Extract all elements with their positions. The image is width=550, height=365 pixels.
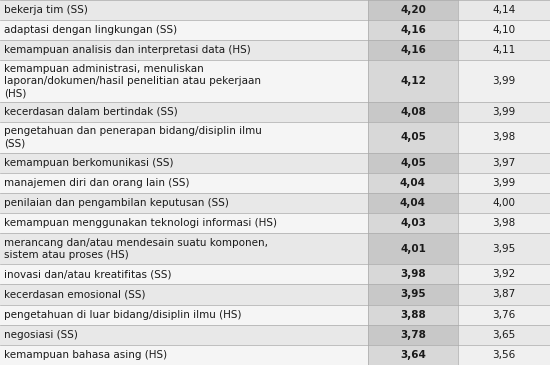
Bar	[458, 0, 550, 20]
Bar	[0, 40, 368, 61]
Bar	[458, 264, 550, 284]
Text: 3,97: 3,97	[492, 158, 516, 168]
Text: penilaian dan pengambilan keputusan (SS): penilaian dan pengambilan keputusan (SS)	[4, 198, 229, 208]
Bar	[0, 325, 368, 345]
Bar	[0, 122, 368, 153]
Text: inovasi dan/atau kreatifitas (SS): inovasi dan/atau kreatifitas (SS)	[4, 269, 172, 279]
Bar	[368, 325, 458, 345]
Text: 4,11: 4,11	[492, 45, 516, 55]
Text: 4,14: 4,14	[492, 5, 516, 15]
Text: 3,56: 3,56	[492, 350, 516, 360]
Bar	[368, 40, 458, 61]
Bar	[0, 345, 368, 365]
Text: 4,16: 4,16	[400, 45, 426, 55]
Bar	[458, 61, 550, 102]
Bar	[368, 193, 458, 213]
Text: 3,98: 3,98	[492, 218, 516, 228]
Text: 4,04: 4,04	[400, 198, 426, 208]
Text: negosiasi (SS): negosiasi (SS)	[4, 330, 78, 340]
Text: kemampuan administrasi, menuliskan
laporan/dokumen/hasil penelitian atau pekerja: kemampuan administrasi, menuliskan lapor…	[4, 64, 261, 98]
Text: 3,99: 3,99	[492, 178, 516, 188]
Bar	[0, 234, 368, 264]
Text: kemampuan analisis dan interpretasi data (HS): kemampuan analisis dan interpretasi data…	[4, 45, 251, 55]
Text: kecerdasan emosional (SS): kecerdasan emosional (SS)	[4, 289, 146, 299]
Text: kemampuan berkomunikasi (SS): kemampuan berkomunikasi (SS)	[4, 158, 173, 168]
Text: 3,95: 3,95	[400, 289, 426, 299]
Bar	[458, 102, 550, 122]
Bar	[368, 234, 458, 264]
Bar	[0, 193, 368, 213]
Bar	[368, 304, 458, 325]
Text: 4,03: 4,03	[400, 218, 426, 228]
Text: 4,00: 4,00	[492, 198, 515, 208]
Text: kemampuan bahasa asing (HS): kemampuan bahasa asing (HS)	[4, 350, 167, 360]
Text: 4,16: 4,16	[400, 25, 426, 35]
Text: kemampuan menggunakan teknologi informasi (HS): kemampuan menggunakan teknologi informas…	[4, 218, 277, 228]
Bar	[458, 193, 550, 213]
Bar	[458, 325, 550, 345]
Text: pengetahuan dan penerapan bidang/disiplin ilmu
(SS): pengetahuan dan penerapan bidang/disipli…	[4, 126, 262, 149]
Text: 4,20: 4,20	[400, 5, 426, 15]
Bar	[368, 122, 458, 153]
Bar	[368, 284, 458, 304]
Text: 3,99: 3,99	[492, 76, 516, 86]
Bar	[458, 173, 550, 193]
Text: 4,05: 4,05	[400, 158, 426, 168]
Bar	[458, 20, 550, 40]
Bar	[368, 213, 458, 234]
Bar	[0, 264, 368, 284]
Text: merancang dan/atau mendesain suatu komponen,
sistem atau proses (HS): merancang dan/atau mendesain suatu kompo…	[4, 238, 268, 260]
Text: 3,65: 3,65	[492, 330, 516, 340]
Text: 4,08: 4,08	[400, 107, 426, 117]
Bar	[368, 264, 458, 284]
Text: 3,78: 3,78	[400, 330, 426, 340]
Bar	[458, 153, 550, 173]
Bar	[368, 102, 458, 122]
Bar	[368, 345, 458, 365]
Bar	[0, 20, 368, 40]
Bar	[0, 102, 368, 122]
Text: 3,95: 3,95	[492, 244, 516, 254]
Text: pengetahuan di luar bidang/disiplin ilmu (HS): pengetahuan di luar bidang/disiplin ilmu…	[4, 310, 241, 320]
Text: 4,01: 4,01	[400, 244, 426, 254]
Bar	[368, 153, 458, 173]
Bar	[458, 284, 550, 304]
Text: 3,64: 3,64	[400, 350, 426, 360]
Bar	[368, 20, 458, 40]
Bar	[458, 234, 550, 264]
Text: 4,10: 4,10	[492, 25, 515, 35]
Text: 3,76: 3,76	[492, 310, 516, 320]
Text: 4,05: 4,05	[400, 132, 426, 142]
Text: manajemen diri dan orang lain (SS): manajemen diri dan orang lain (SS)	[4, 178, 190, 188]
Text: 4,04: 4,04	[400, 178, 426, 188]
Bar	[458, 345, 550, 365]
Bar	[0, 0, 368, 20]
Text: 3,92: 3,92	[492, 269, 516, 279]
Text: 3,87: 3,87	[492, 289, 516, 299]
Bar	[0, 61, 368, 102]
Bar	[0, 153, 368, 173]
Text: 4,12: 4,12	[400, 76, 426, 86]
Bar	[458, 40, 550, 61]
Text: 3,98: 3,98	[400, 269, 426, 279]
Bar	[458, 213, 550, 234]
Text: kecerdasan dalam bertindak (SS): kecerdasan dalam bertindak (SS)	[4, 107, 178, 117]
Bar	[0, 284, 368, 304]
Bar	[0, 304, 368, 325]
Bar	[458, 304, 550, 325]
Bar	[368, 173, 458, 193]
Text: 3,99: 3,99	[492, 107, 516, 117]
Text: adaptasi dengan lingkungan (SS): adaptasi dengan lingkungan (SS)	[4, 25, 177, 35]
Bar	[368, 0, 458, 20]
Text: bekerja tim (SS): bekerja tim (SS)	[4, 5, 88, 15]
Bar	[368, 61, 458, 102]
Bar	[458, 122, 550, 153]
Text: 3,88: 3,88	[400, 310, 426, 320]
Text: 3,98: 3,98	[492, 132, 516, 142]
Bar	[0, 213, 368, 234]
Bar	[0, 173, 368, 193]
